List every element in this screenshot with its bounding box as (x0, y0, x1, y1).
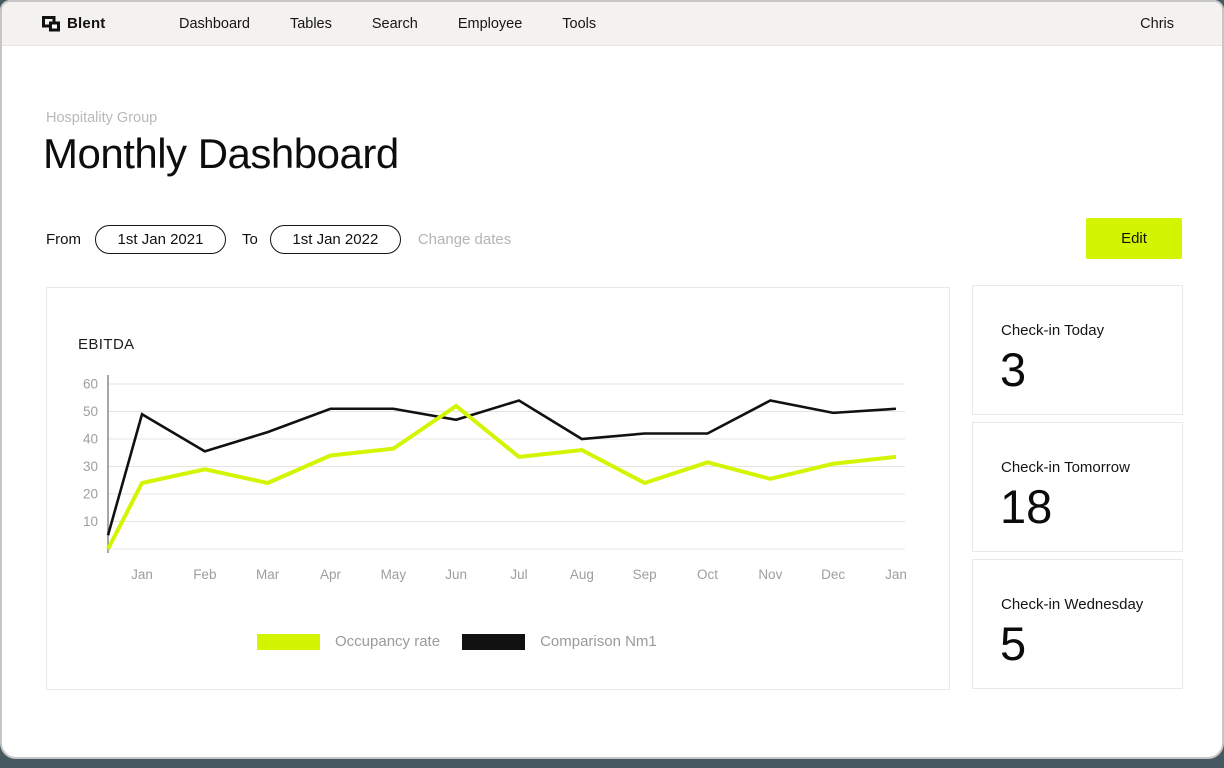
svg-text:Mar: Mar (256, 567, 280, 582)
blent-logo-icon (42, 15, 60, 32)
checkin-tomorrow-card: Check-in Tomorrow 18 (972, 422, 1183, 552)
svg-text:20: 20 (83, 487, 98, 502)
legend-label-occupancy: Occupancy rate (335, 633, 441, 650)
svg-text:60: 60 (83, 377, 98, 392)
svg-text:Jun: Jun (445, 567, 467, 582)
checkin-wednesday-card: Check-in Wednesday 5 (972, 559, 1183, 689)
nav-item-tables[interactable]: Tables (289, 15, 332, 32)
svg-text:Nov: Nov (758, 567, 782, 582)
svg-text:Sep: Sep (633, 567, 657, 582)
ebitda-line-chart: 10 20 30 40 50 60 Jan Feb Mar Apr May Jun Jul Aug Sep O… (83, 375, 907, 582)
nav-item-search[interactable]: Search (371, 15, 418, 32)
group-eyebrow: Hospitality Group (46, 110, 158, 126)
svg-text:30: 30 (83, 459, 98, 474)
svg-text:Oct: Oct (697, 567, 718, 582)
stat-label: Check-in Today (1001, 322, 1105, 339)
stat-value: 5 (1000, 617, 1027, 670)
svg-text:Jan: Jan (885, 567, 907, 582)
nav-item-dashboard[interactable]: Dashboard (179, 15, 250, 32)
stat-label: Check-in Tomorrow (1001, 459, 1130, 476)
chart-title: EBITDA (78, 336, 135, 353)
legend-label-comparison: Comparison Nm1 (540, 633, 657, 650)
svg-text:50: 50 (83, 404, 98, 419)
legend-item-comparison: Comparison Nm1 (462, 633, 657, 650)
svg-text:10: 10 (83, 514, 98, 529)
from-label: From (46, 230, 81, 248)
to-date-button[interactable]: 1st Jan 2022 (269, 224, 401, 254)
nav-item-tools[interactable]: Tools (562, 15, 597, 32)
top-nav-bar: Blent Dashboard Tables Search Employee T… (2, 2, 1222, 46)
svg-text:Dec: Dec (821, 567, 845, 582)
svg-text:Jul: Jul (510, 567, 527, 582)
svg-text:40: 40 (83, 432, 98, 447)
ebitda-chart-card: EBITDA 10 20 30 40 50 60 Jan Feb Mar Apr May Jun Jul… (46, 287, 950, 690)
stat-value: 3 (1000, 343, 1027, 396)
checkin-today-card: Check-in Today 3 (972, 285, 1183, 415)
legend-item-occupancy: Occupancy rate (257, 633, 440, 650)
nav-item-employee[interactable]: Employee (457, 15, 523, 32)
svg-text:Apr: Apr (320, 567, 342, 582)
svg-text:Feb: Feb (193, 567, 216, 582)
svg-text:May: May (381, 567, 407, 582)
stat-label: Check-in Wednesday (1001, 596, 1144, 613)
date-filter-row: From 1st Jan 2021 To 1st Jan 2022 Change… (46, 224, 511, 254)
occupancy-rate-swatch (257, 633, 320, 650)
from-date-button[interactable]: 1st Jan 2021 (95, 224, 226, 254)
to-label: To (242, 230, 258, 248)
svg-text:Jan: Jan (131, 567, 153, 582)
edit-button[interactable]: Edit (1086, 218, 1182, 259)
brand-name: Blent (67, 15, 106, 32)
user-menu[interactable]: Chris (1140, 15, 1174, 32)
comparison-nm1-swatch (462, 633, 526, 650)
page-title: Monthly Dashboard (43, 130, 399, 177)
main-nav: Dashboard Tables Search Employee Tools (179, 2, 596, 45)
svg-text:Aug: Aug (570, 567, 594, 582)
change-dates-link[interactable]: Change dates (417, 230, 512, 248)
brand-logo[interactable]: Blent (42, 2, 106, 45)
stat-value: 18 (1000, 480, 1053, 533)
chart-legend: Occupancy rate Comparison Nm1 (257, 633, 657, 650)
